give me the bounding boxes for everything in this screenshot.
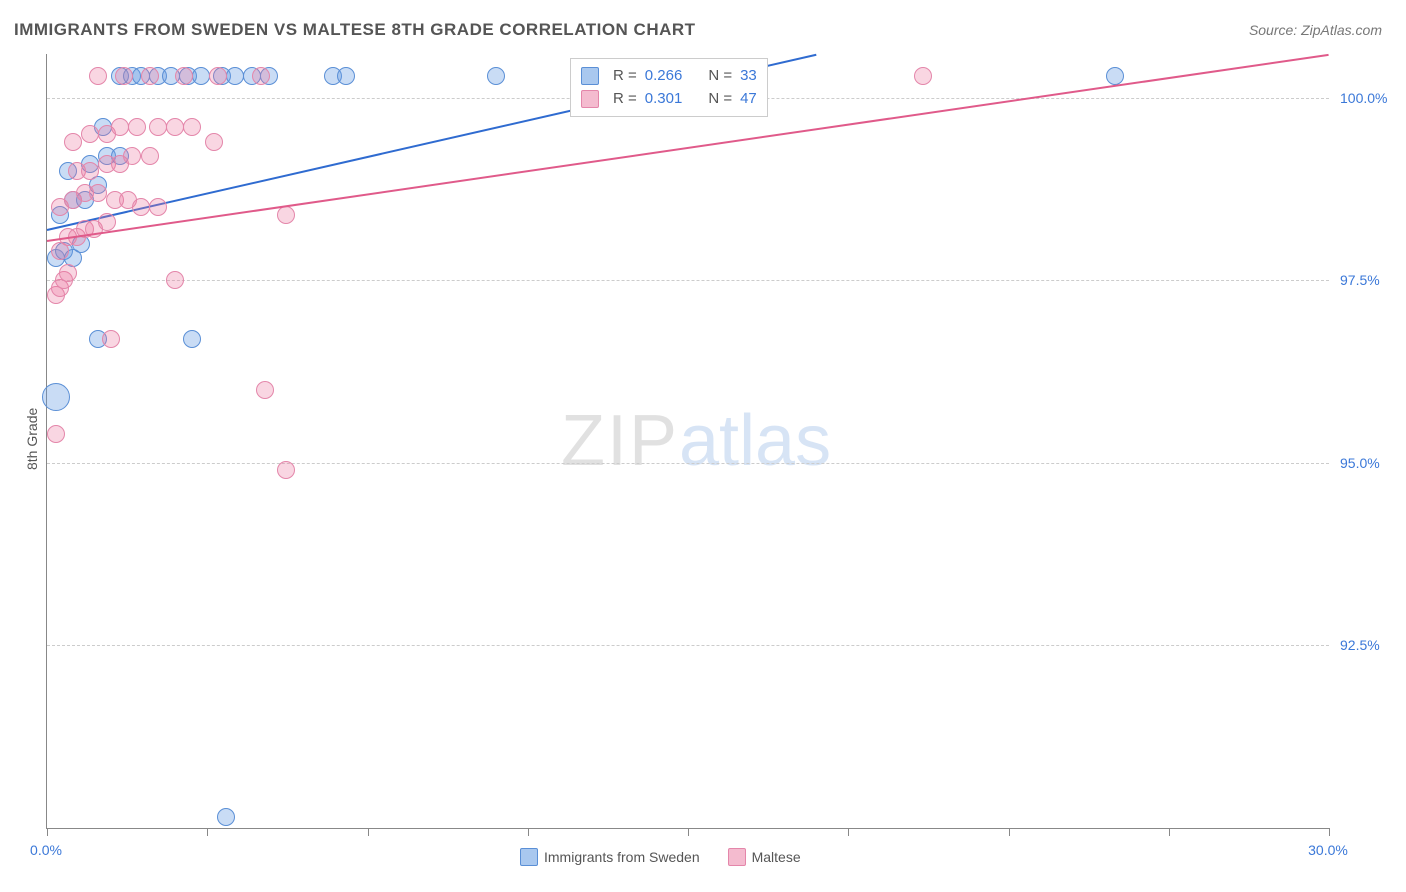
x-tick [848,828,849,836]
plot-area: ZIPatlas [46,54,1329,829]
legend-swatch [581,67,599,85]
data-point [914,67,932,85]
x-tick [1329,828,1330,836]
data-point [47,425,65,443]
gridline [47,463,1329,464]
y-tick-label: 97.5% [1340,272,1380,288]
data-point [89,67,107,85]
y-tick-label: 100.0% [1340,90,1387,106]
legend-label: Maltese [752,849,801,865]
n-value: 33 [740,65,757,88]
watermark-zip: ZIP [561,401,679,481]
data-point [128,118,146,136]
data-point [183,330,201,348]
data-point [166,271,184,289]
x-tick [47,828,48,836]
data-point [115,67,133,85]
data-point [277,206,295,224]
data-point [123,147,141,165]
data-point [141,147,159,165]
legend-swatch [520,848,538,866]
data-point [192,67,210,85]
data-point [149,118,167,136]
legend-item: Maltese [728,848,801,866]
stats-row: R = 0.301 N = 47 [581,88,757,111]
legend-swatch [581,90,599,108]
x-tick [1009,828,1010,836]
x-tick [528,828,529,836]
data-point [217,808,235,826]
y-tick-label: 95.0% [1340,455,1380,471]
data-point [252,67,270,85]
watermark: ZIPatlas [561,400,831,482]
x-tick [688,828,689,836]
legend-label: Immigrants from Sweden [544,849,700,865]
chart-title: IMMIGRANTS FROM SWEDEN VS MALTESE 8TH GR… [14,20,696,40]
data-point [277,461,295,479]
r-label: R = [613,88,637,111]
data-point [132,198,150,216]
data-point [42,383,70,411]
data-point [89,184,107,202]
r-value: 0.301 [645,88,683,111]
data-point [1106,67,1124,85]
gridline [47,645,1329,646]
data-point [175,67,193,85]
data-point [81,162,99,180]
data-point [149,198,167,216]
x-tick-label: 0.0% [30,842,62,858]
data-point [64,133,82,151]
r-label: R = [613,65,637,88]
legend-swatch [728,848,746,866]
x-tick [207,828,208,836]
x-tick [1169,828,1170,836]
source-label: Source: ZipAtlas.com [1249,22,1382,38]
x-tick-label: 30.0% [1308,842,1348,858]
r-value: 0.266 [645,65,683,88]
data-point [59,264,77,282]
data-point [487,67,505,85]
y-axis-title: 8th Grade [24,408,40,470]
y-tick-label: 92.5% [1340,637,1380,653]
data-point [81,125,99,143]
stats-row: R = 0.266 N = 33 [581,65,757,88]
data-point [337,67,355,85]
n-label: N = [708,88,732,111]
data-point [205,133,223,151]
legend-bottom: Immigrants from Sweden Maltese [520,848,801,866]
x-tick [368,828,369,836]
data-point [98,213,116,231]
data-point [102,330,120,348]
stats-legend-box: R = 0.266 N = 33 R = 0.301 N = 47 [570,58,768,117]
data-point [166,118,184,136]
data-point [256,381,274,399]
data-point [226,67,244,85]
watermark-atlas: atlas [679,401,831,481]
n-label: N = [708,65,732,88]
data-point [111,118,129,136]
gridline [47,280,1329,281]
data-point [183,118,201,136]
data-point [209,67,227,85]
n-value: 47 [740,88,757,111]
legend-item: Immigrants from Sweden [520,848,700,866]
data-point [141,67,159,85]
